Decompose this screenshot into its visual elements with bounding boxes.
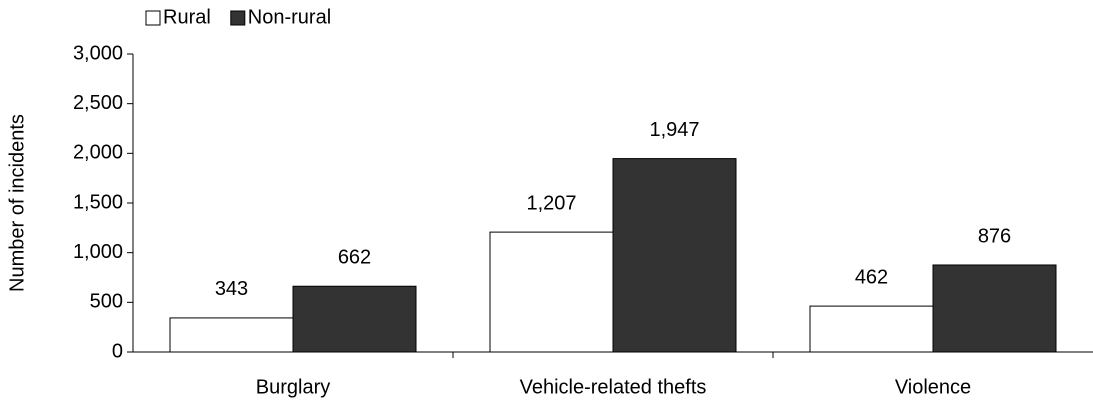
- x-tick-label: Vehicle-related thefts: [520, 376, 707, 398]
- data-label: 876: [978, 225, 1011, 247]
- bar: [809, 305, 934, 353]
- legend-label: Rural: [163, 6, 211, 28]
- y-axis-label: Number of incidents: [6, 114, 28, 292]
- x-tick-label: Violence: [895, 376, 971, 398]
- data-label: 1,947: [649, 119, 699, 141]
- data-label: 1,207: [526, 192, 576, 214]
- data-label: 462: [855, 266, 888, 288]
- bar: [612, 158, 737, 353]
- y-tick-label: 1,000: [73, 241, 123, 263]
- bar: [932, 264, 1057, 353]
- y-tick-label: 3,000: [73, 42, 123, 64]
- y-tick-label: 500: [90, 291, 123, 313]
- data-label: 662: [338, 247, 371, 269]
- data-label: 343: [215, 278, 248, 300]
- legend-swatch: [230, 10, 246, 26]
- x-tick-label: Burglary: [256, 376, 330, 398]
- legend-label: Non-rural: [248, 6, 331, 28]
- y-tick-label: 0: [112, 340, 123, 362]
- bar: [489, 231, 614, 353]
- y-tick-label: 2,000: [73, 142, 123, 164]
- bar: [292, 285, 417, 353]
- legend-swatch: [145, 10, 161, 26]
- y-tick-label: 2,500: [73, 92, 123, 114]
- y-tick-label: 1,500: [73, 191, 123, 213]
- bar: [169, 317, 294, 353]
